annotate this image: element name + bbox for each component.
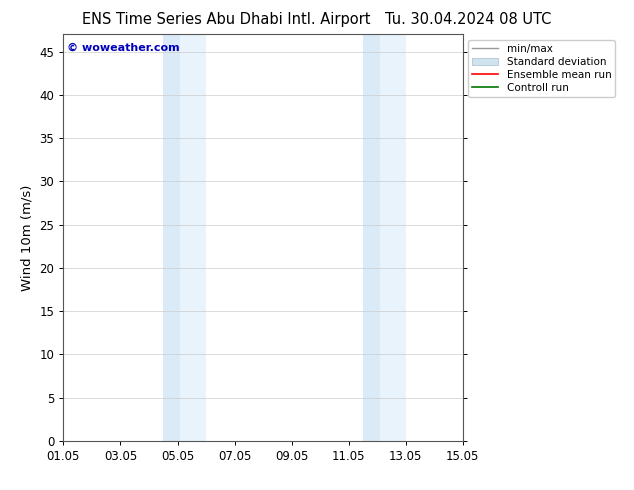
Bar bbox=[180, 34, 206, 441]
Y-axis label: Wind 10m (m/s): Wind 10m (m/s) bbox=[21, 184, 34, 291]
Text: © woweather.com: © woweather.com bbox=[67, 43, 180, 52]
Legend: min/max, Standard deviation, Ensemble mean run, Controll run: min/max, Standard deviation, Ensemble me… bbox=[468, 40, 616, 97]
Text: ENS Time Series Abu Dhabi Intl. Airport: ENS Time Series Abu Dhabi Intl. Airport bbox=[82, 12, 371, 27]
Bar bbox=[363, 34, 380, 441]
Text: Tu. 30.04.2024 08 UTC: Tu. 30.04.2024 08 UTC bbox=[385, 12, 552, 27]
Bar bbox=[164, 34, 180, 441]
Bar bbox=[380, 34, 406, 441]
